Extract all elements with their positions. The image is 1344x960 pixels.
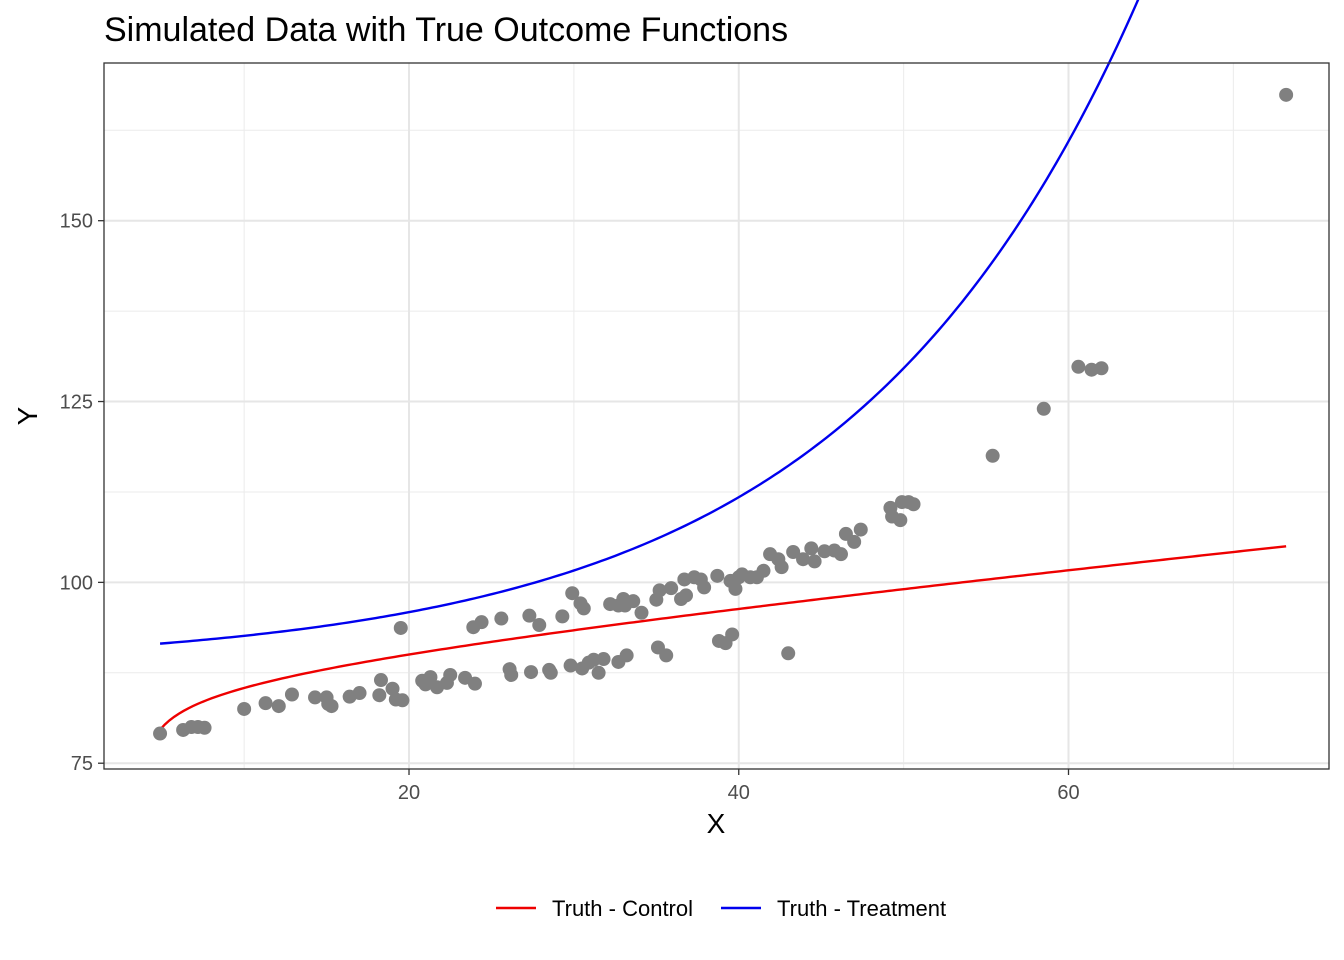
data-point [774, 560, 789, 575]
chart-title: Simulated Data with True Outcome Functio… [104, 11, 788, 49]
data-point [1036, 401, 1051, 416]
data-point [634, 605, 649, 620]
data-point [373, 673, 388, 688]
series-line-truth-treatment [159, 0, 1140, 645]
data-point [1094, 361, 1109, 376]
data-point [786, 544, 801, 559]
data-point [352, 686, 367, 701]
data-point [284, 687, 299, 702]
data-point [893, 513, 908, 528]
y-axis-title: Y [12, 406, 43, 425]
data-point [678, 588, 693, 603]
data-point [697, 580, 712, 595]
data-point [524, 665, 539, 680]
x-axis: 20 40 60 [398, 769, 1080, 804]
data-point [532, 618, 547, 633]
data-point [153, 726, 168, 741]
legend-label-truth-control: Truth - Control [552, 896, 693, 921]
data-point [565, 586, 580, 601]
data-point [443, 667, 458, 682]
data-point [804, 541, 819, 556]
series-lines [159, 0, 1287, 731]
grid-major [104, 63, 1329, 769]
data-point [258, 696, 273, 711]
data-point [555, 609, 570, 624]
x-axis-title: X [707, 808, 726, 839]
data-point [725, 627, 740, 642]
x-tick-label: 20 [398, 782, 420, 804]
series-line-truth-control [159, 545, 1287, 731]
data-point [522, 608, 537, 623]
data-point [393, 620, 408, 635]
data-point [596, 652, 611, 667]
y-tick-label: 150 [60, 211, 93, 233]
panel-border [103, 62, 1330, 770]
data-point [652, 583, 667, 598]
data-point [619, 648, 634, 663]
x-tick-label: 40 [728, 782, 750, 804]
data-point [756, 563, 771, 578]
x-tick-label: 60 [1057, 782, 1079, 804]
data-point [308, 690, 323, 705]
data-point [576, 601, 591, 616]
data-points [153, 87, 1294, 741]
data-point [796, 552, 811, 567]
legend: Truth - Control Truth - Treatment [496, 896, 946, 921]
data-point [807, 554, 822, 569]
data-point [728, 581, 743, 596]
data-point [385, 681, 400, 696]
data-point [563, 658, 578, 673]
data-point [659, 648, 674, 663]
data-point [853, 522, 868, 537]
data-point [781, 646, 796, 661]
data-point [847, 534, 862, 549]
data-point [906, 497, 921, 512]
data-point [474, 615, 489, 630]
y-tick-label: 100 [60, 572, 93, 594]
data-point [467, 676, 482, 691]
data-point [395, 693, 410, 708]
y-tick-label: 125 [60, 392, 93, 414]
data-point [423, 670, 438, 685]
data-point [372, 688, 387, 703]
data-point [1279, 87, 1294, 102]
y-tick-label: 75 [71, 753, 93, 775]
data-point [626, 594, 641, 609]
data-point [504, 667, 519, 682]
data-point [985, 448, 1000, 463]
data-point [324, 699, 339, 714]
data-point [271, 699, 286, 714]
data-point [664, 581, 679, 596]
data-point [494, 611, 509, 626]
grid-minor [104, 63, 1329, 769]
data-point [543, 665, 558, 680]
data-point [833, 547, 848, 562]
data-point [1071, 359, 1086, 374]
data-point [710, 568, 725, 583]
data-point [237, 701, 252, 716]
data-point [197, 720, 212, 735]
legend-label-truth-treatment: Truth - Treatment [777, 896, 946, 921]
data-point [591, 665, 606, 680]
y-axis: 75 100 125 150 [60, 211, 104, 775]
